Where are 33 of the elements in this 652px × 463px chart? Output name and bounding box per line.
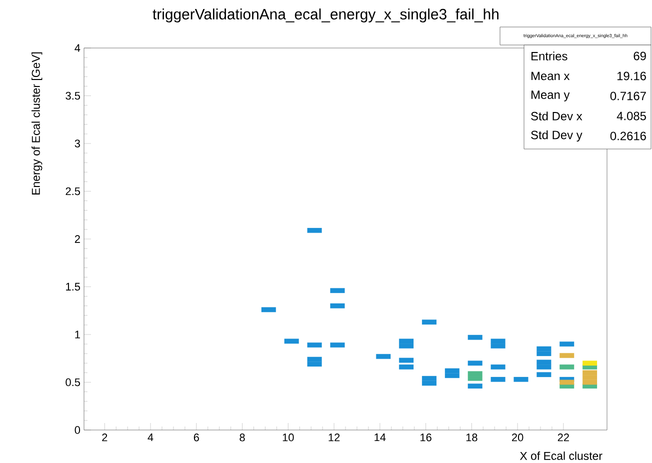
y-tick-label: 2	[74, 235, 80, 243]
x-tick-label: 22	[558, 434, 569, 442]
annotation: Std Dev x	[531, 112, 582, 120]
y-axis-title: Energy of Ecal cluster [GeV]	[32, 52, 42, 194]
annotation: Mean x	[532, 72, 570, 80]
y-tick-label: 4	[74, 44, 80, 52]
text: 4.085	[616, 112, 646, 120]
text: 0.2616	[610, 132, 646, 140]
text: 0.7167	[610, 92, 646, 100]
x-tick-label: 14	[374, 434, 386, 442]
chart-title: triggerValidationAna_ecal_energy_x_single3_fail_hh	[152, 8, 498, 22]
x-tick-label: 12	[328, 434, 340, 442]
y-tick-label: 2.5	[66, 187, 80, 196]
y-tick-label: 0.5	[66, 378, 80, 386]
y-tick-label: 1.5	[66, 282, 80, 291]
x-tick-label: 16	[420, 434, 432, 442]
text: 69	[634, 52, 646, 60]
x-tick-label: 4	[148, 434, 154, 442]
y-tick-label: 3	[74, 140, 80, 148]
x-tick-label: 20	[512, 434, 524, 442]
y-tick-label: 1	[75, 330, 80, 338]
annotation: Std Dev y	[531, 130, 582, 142]
x-axis-title: X of Ecal cluster	[520, 452, 602, 460]
x-tick-label: 18	[466, 434, 478, 442]
x-tick-label: 6	[194, 434, 199, 442]
x-tick-label: 2	[102, 434, 108, 442]
text: 19.16	[617, 72, 646, 80]
y-tick-label: 3.5	[66, 92, 80, 100]
y-tick-label: 0	[74, 426, 80, 434]
x-tick-label: 8	[240, 434, 245, 442]
x-tick-label: 10	[282, 434, 294, 442]
annotation: Entries	[532, 52, 568, 60]
annotation: Mean y	[532, 90, 570, 102]
